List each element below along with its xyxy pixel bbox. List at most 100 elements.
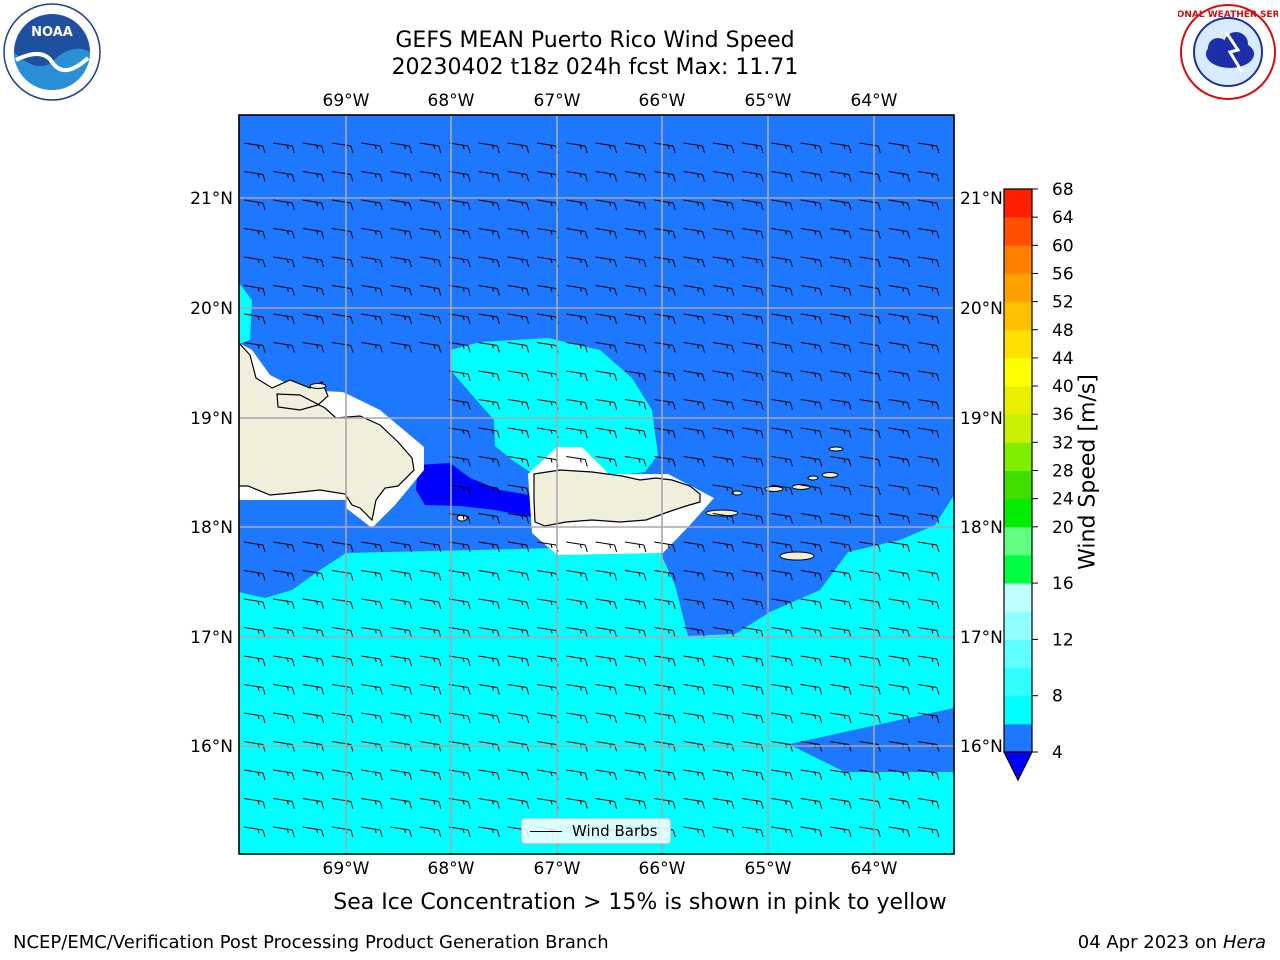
wind-barb: [243, 313, 266, 325]
wind-barb: [771, 456, 793, 467]
wind-barb: [478, 798, 500, 809]
wind-barb: [595, 684, 618, 695]
wind-barb: [273, 598, 295, 610]
wind-barb: [507, 285, 530, 296]
wind-barb: [800, 171, 823, 182]
wind-barb: [624, 199, 647, 211]
wind-barb: [478, 541, 500, 553]
wind-barb: [507, 313, 530, 325]
wind-barb: [478, 769, 500, 781]
wind-barb: [507, 427, 530, 439]
legend-line-icon: [530, 831, 562, 832]
wind-barb: [712, 342, 735, 353]
wind-barb: [742, 399, 764, 410]
wind-barb: [917, 570, 940, 581]
wind-barb: [390, 285, 412, 296]
wind-barb: [742, 769, 764, 781]
wind-barb: [654, 142, 676, 154]
wind-barb: [800, 370, 823, 382]
wind-barb: [595, 798, 618, 809]
wind-barb: [683, 256, 705, 268]
wind-barb: [829, 513, 852, 524]
wind-barb: [712, 484, 735, 496]
wind-barb: [654, 399, 676, 410]
puerto-rico-land: [533, 469, 701, 527]
wind-barb: [771, 541, 793, 553]
chart-subtitle: 20230402 t18z 024h fcst Max: 11.71: [391, 55, 799, 80]
wind-barb: [595, 285, 618, 296]
wind-barb: [771, 712, 793, 724]
wind-barb: [566, 427, 588, 439]
wind-barb: [712, 456, 735, 467]
wind-barb: [771, 313, 793, 325]
wind-barb: [624, 228, 647, 239]
wind-barb: [888, 142, 911, 154]
wind-barb: [829, 798, 852, 809]
wind-barb: [243, 769, 266, 781]
wind-barb: [478, 142, 500, 154]
wind-barb: [771, 370, 793, 382]
wind-barb: [683, 399, 705, 410]
wind-barb: [742, 370, 764, 382]
wind-barb: [742, 199, 764, 211]
wind-barb: [449, 570, 471, 581]
wind-barb: [917, 142, 940, 154]
lon-tick-label: 68°W: [428, 91, 475, 111]
wind-barb: [917, 712, 940, 724]
colorbar-segment: [1004, 498, 1032, 528]
wind-barb: [683, 712, 705, 724]
colorbar-tick-label: 60: [1052, 236, 1074, 256]
wind-barb: [683, 598, 705, 610]
wind-barb: [917, 684, 940, 695]
wind-barb: [742, 484, 764, 496]
wind-barb: [712, 826, 735, 838]
lat-tick-label: 21°N: [960, 189, 1003, 209]
wind-barb: [654, 313, 676, 325]
wind-barb: [800, 684, 823, 695]
wind-barb: [507, 541, 530, 553]
colorbar-label: Wind Speed [m/s]: [1075, 374, 1101, 570]
colorbar-tick-label: 4: [1052, 743, 1063, 763]
wind-barb: [917, 399, 940, 410]
wind-barb: [507, 370, 530, 382]
wind-barb: [449, 171, 471, 182]
wind-barb: [273, 541, 295, 553]
wind-barb: [829, 456, 852, 467]
colorbar-segment: [1004, 329, 1032, 359]
wind-barb: [771, 228, 793, 239]
wind-barb: [888, 484, 911, 496]
wind-barb: [683, 655, 705, 667]
colorbar-segment: [1004, 667, 1032, 697]
wind-barb: [566, 598, 588, 610]
wind-barb: [478, 313, 500, 325]
wind-barb: [361, 285, 383, 296]
wind-barb: [273, 342, 295, 353]
wind-barb: [654, 370, 676, 382]
wind-barb: [361, 826, 383, 838]
wind-barb: [829, 199, 852, 211]
wind-barb: [566, 313, 588, 325]
lon-tick-label: 68°W: [428, 859, 475, 879]
wind-barb: [800, 541, 823, 553]
wind-barb: [273, 769, 295, 781]
wind-barb: [654, 684, 676, 695]
wind-barb: [507, 228, 530, 239]
wind-barb: [917, 513, 940, 524]
wind-barb: [800, 142, 823, 154]
wind-barb: [800, 427, 823, 439]
colorbar: 68 64 60 56 52 48 44 40 36 32 28 24 20 16 12 8 4: [1003, 180, 1074, 782]
wind-barb: [829, 342, 852, 353]
colorbar-segment: [1004, 217, 1032, 246]
wind-barb: [478, 513, 500, 524]
wind-barb: [361, 684, 383, 695]
wind-barb: [742, 541, 764, 553]
colorbar-tick-label: 20: [1052, 518, 1074, 538]
wind-barb: [624, 570, 647, 581]
wind-barb: [917, 171, 940, 182]
wind-barb: [419, 142, 442, 154]
map-area: [239, 115, 954, 854]
wind-barb: [361, 199, 383, 211]
colorbar-segment: [1004, 554, 1032, 584]
colorbar-segment: [1004, 583, 1032, 612]
wind-barb: [683, 570, 705, 581]
